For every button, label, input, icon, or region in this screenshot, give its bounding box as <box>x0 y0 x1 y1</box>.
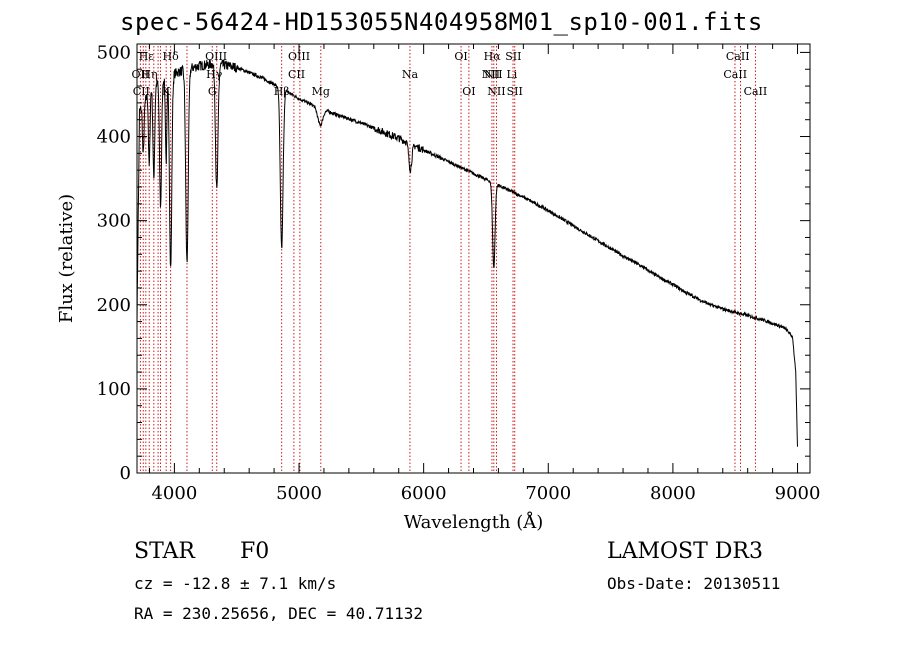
line-label: SII <box>505 50 521 63</box>
redshift-readout: cz = -12.8 ± 7.1 km/s <box>134 574 337 593</box>
y-tick-label: 200 <box>97 295 131 316</box>
line-label: NII <box>484 68 502 81</box>
line-label: Li <box>506 68 517 81</box>
y-tick-label: 0 <box>120 463 131 484</box>
object-subclass: F0 <box>240 539 270 564</box>
x-tick-label: 6000 <box>401 483 447 504</box>
line-label: OI <box>462 85 475 98</box>
axes-layer: 4000 5000 6000 7000 8000 9000 0 100 200 300 400 500… <box>56 42 820 533</box>
obs-date: Obs-Date: 20130511 <box>607 574 781 593</box>
x-tick-label: 8000 <box>650 483 696 504</box>
chart-title: spec-56424-HD153055N404958M01_sp10-001.f… <box>120 8 763 36</box>
line-label: OIII <box>205 50 227 63</box>
line-label: G <box>208 85 217 98</box>
line-label: Na <box>402 68 419 81</box>
line-label: Hγ <box>206 68 223 81</box>
radec-readout: RA = 230.25656, DEC = 40.71132 <box>134 604 423 623</box>
spectral-lines-layer <box>139 46 756 473</box>
line-label: OII <box>132 68 150 81</box>
line-label: CaII <box>723 68 747 81</box>
line-label: NII <box>482 68 500 81</box>
line-label: K <box>162 85 171 98</box>
y-axis-label: Flux (relative) <box>56 194 77 323</box>
line-label: CII <box>288 68 305 81</box>
line-label: SII <box>507 85 523 98</box>
x-tick-label: 4000 <box>151 483 197 504</box>
line-label: CaII <box>744 85 768 98</box>
y-tick-label: 100 <box>97 379 131 400</box>
x-axis-label: Wavelength (Å) <box>404 511 544 533</box>
y-tick-label: 500 <box>97 42 131 63</box>
line-label: OI <box>454 50 467 63</box>
plot-frame <box>136 43 811 474</box>
line-label: Mg <box>312 85 330 98</box>
spectrum-layer <box>136 59 798 447</box>
line-label: CaII <box>726 50 750 63</box>
y-tick-label: 400 <box>97 127 131 148</box>
line-label: Hδ <box>163 50 180 63</box>
x-tick-label: 7000 <box>525 483 571 504</box>
spectrum-curve <box>136 59 798 447</box>
line-label: Hα <box>484 50 502 63</box>
line-label: NII <box>487 85 505 98</box>
object-class: STAR <box>134 539 195 564</box>
survey-name: LAMOST DR3 <box>607 539 763 564</box>
x-tick-label: 5000 <box>276 483 322 504</box>
y-tick-label: 300 <box>97 211 131 232</box>
x-tick-label: 9000 <box>775 483 821 504</box>
line-label: OIII <box>288 50 310 63</box>
line-label: Hε <box>139 50 155 63</box>
line-label: Hη <box>141 68 157 81</box>
